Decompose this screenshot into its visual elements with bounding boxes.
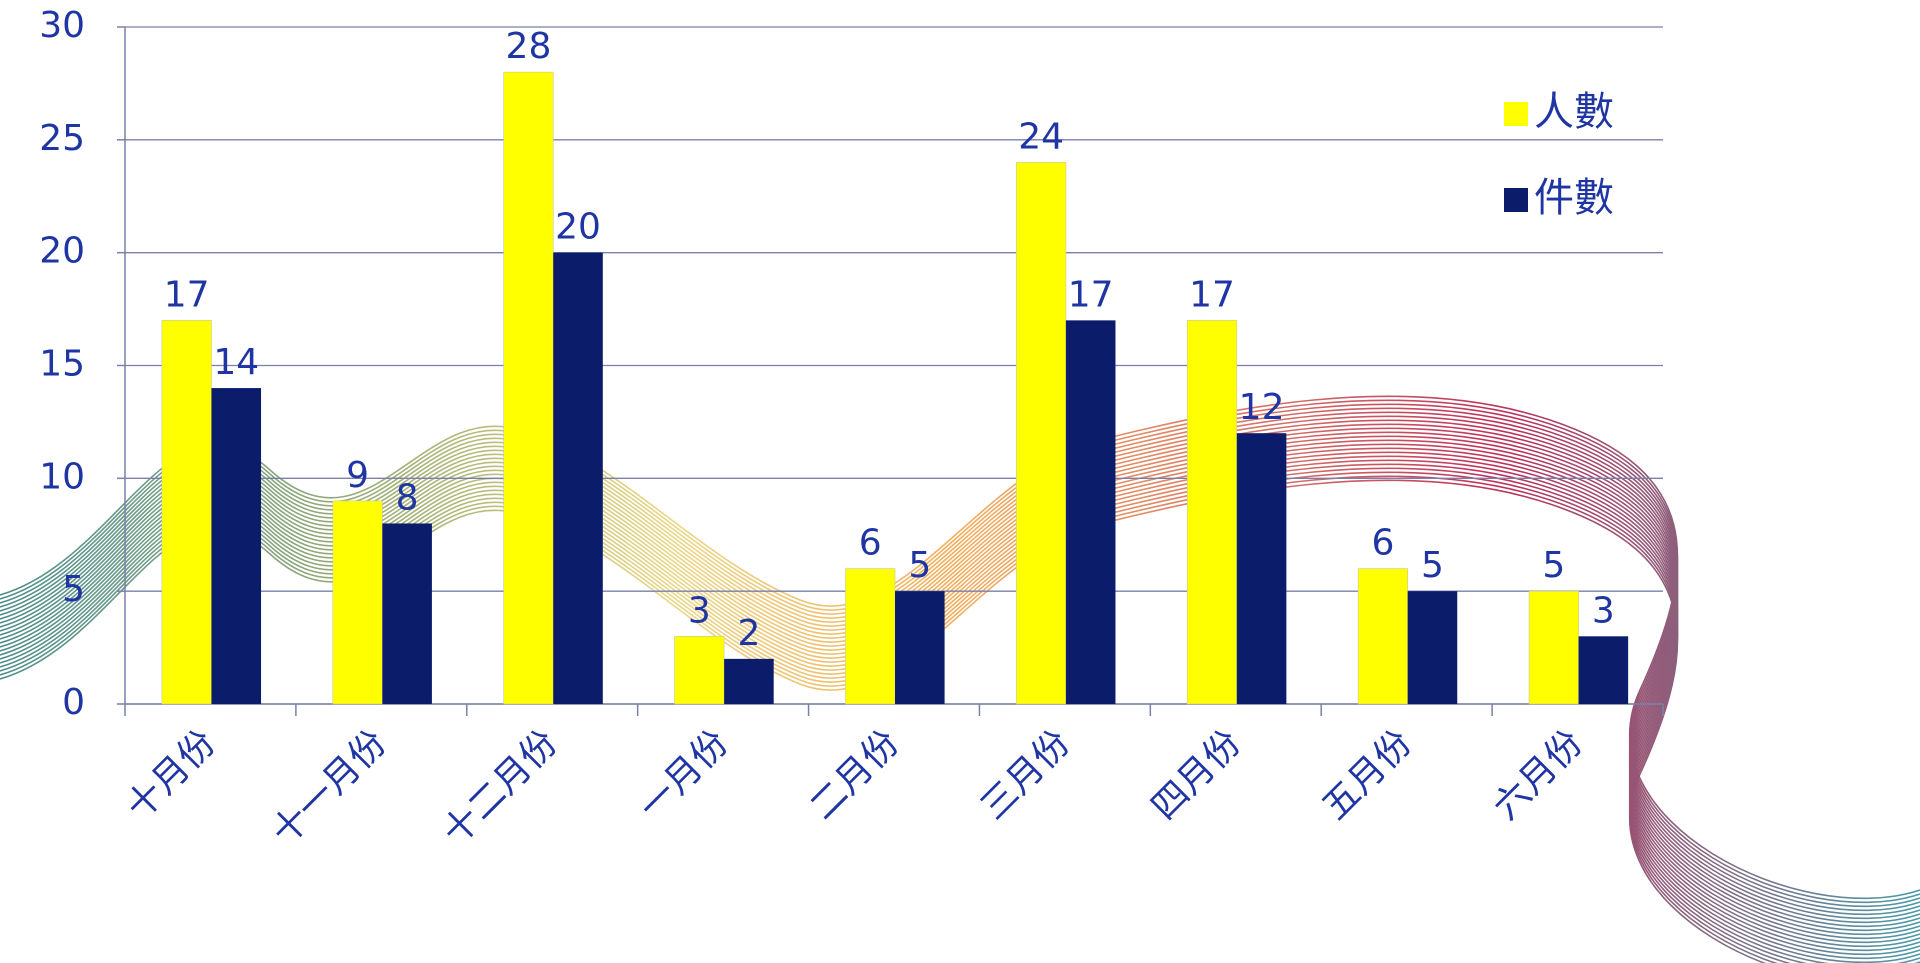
ribbon-line <box>0 475 1778 963</box>
bar <box>1357 568 1408 705</box>
data-label: 6 <box>1371 523 1394 564</box>
ribbon-line <box>0 459 1920 963</box>
bar <box>1407 591 1458 704</box>
legend-swatch <box>1504 188 1528 212</box>
bar <box>332 500 383 705</box>
bar <box>1528 590 1579 705</box>
ribbon-line <box>0 431 1920 936</box>
x-tick-label: 二月份 <box>802 722 907 827</box>
data-label: 3 <box>1592 590 1615 631</box>
x-tick-label: 六月份 <box>1486 722 1591 827</box>
ribbon-line <box>0 407 1920 912</box>
bar <box>895 591 945 704</box>
data-label: 17 <box>164 274 210 315</box>
bar <box>211 388 262 704</box>
x-tick-label: 四月份 <box>1144 722 1249 827</box>
data-label: 3 <box>688 590 711 631</box>
legend-swatch <box>1504 102 1528 126</box>
ribbon-line <box>0 399 1920 904</box>
data-label: 6 <box>859 523 882 564</box>
x-tick-label: 十一月份 <box>264 722 395 853</box>
ribbon-line <box>0 471 1792 963</box>
bar <box>1186 320 1238 705</box>
y-tick-label: 0 <box>62 682 85 723</box>
data-label: 28 <box>506 26 552 67</box>
data-label: 20 <box>555 207 601 248</box>
ribbon-line <box>0 395 1920 900</box>
bar <box>724 658 774 704</box>
data-label: 12 <box>1239 387 1285 428</box>
x-tick-label: 五月份 <box>1315 722 1420 827</box>
data-label: 8 <box>396 477 419 518</box>
bar <box>503 71 554 705</box>
bar <box>382 523 432 704</box>
ribbon-line <box>0 439 1920 944</box>
bar <box>674 635 725 705</box>
bar <box>1016 162 1067 705</box>
bar <box>161 320 212 705</box>
data-label: 5 <box>908 545 931 586</box>
ribbon-line <box>0 467 1920 963</box>
ribbon-line <box>0 435 1920 940</box>
data-label: 17 <box>1068 274 1114 315</box>
ribbon-line <box>0 411 1920 916</box>
y-tick-label: 10 <box>39 456 85 497</box>
x-tick-label: 十月份 <box>119 722 224 827</box>
ribbon-line <box>0 479 1767 963</box>
ribbon-line <box>0 443 1920 948</box>
bar <box>845 568 896 705</box>
y-tick-label: 5 <box>62 569 85 610</box>
decorative-ribbon <box>0 395 1920 963</box>
legend-label: 人數 <box>1534 89 1614 135</box>
data-label: 14 <box>213 342 259 383</box>
ribbon-line <box>0 427 1920 932</box>
ribbon-line <box>0 447 1920 952</box>
bar <box>1578 636 1629 704</box>
ribbon-line <box>0 451 1920 956</box>
data-label: 17 <box>1189 274 1235 315</box>
bar <box>553 252 603 704</box>
ribbon-line <box>0 415 1920 920</box>
x-tick-label: 一月份 <box>631 722 736 827</box>
data-label: 24 <box>1018 116 1064 157</box>
bar <box>1236 433 1287 704</box>
ribbon-line <box>0 455 1920 960</box>
data-label: 9 <box>346 455 369 496</box>
ribbon-line <box>0 463 1920 963</box>
ribbon-line <box>0 423 1920 928</box>
legend-label: 件數 <box>1534 175 1614 221</box>
y-tick-label: 25 <box>39 118 85 159</box>
ribbon-line <box>0 403 1920 908</box>
data-label: 5 <box>1421 545 1444 586</box>
ribbon-line <box>0 419 1920 924</box>
x-tick-label: 十二月份 <box>435 722 566 853</box>
data-label: 2 <box>737 613 760 654</box>
data-label: 5 <box>1542 545 1565 586</box>
y-tick-label: 15 <box>39 344 85 385</box>
y-tick-label: 30 <box>39 5 85 46</box>
y-tick-label: 20 <box>39 231 85 272</box>
bar <box>1065 320 1116 704</box>
x-tick-label: 三月份 <box>973 722 1078 827</box>
